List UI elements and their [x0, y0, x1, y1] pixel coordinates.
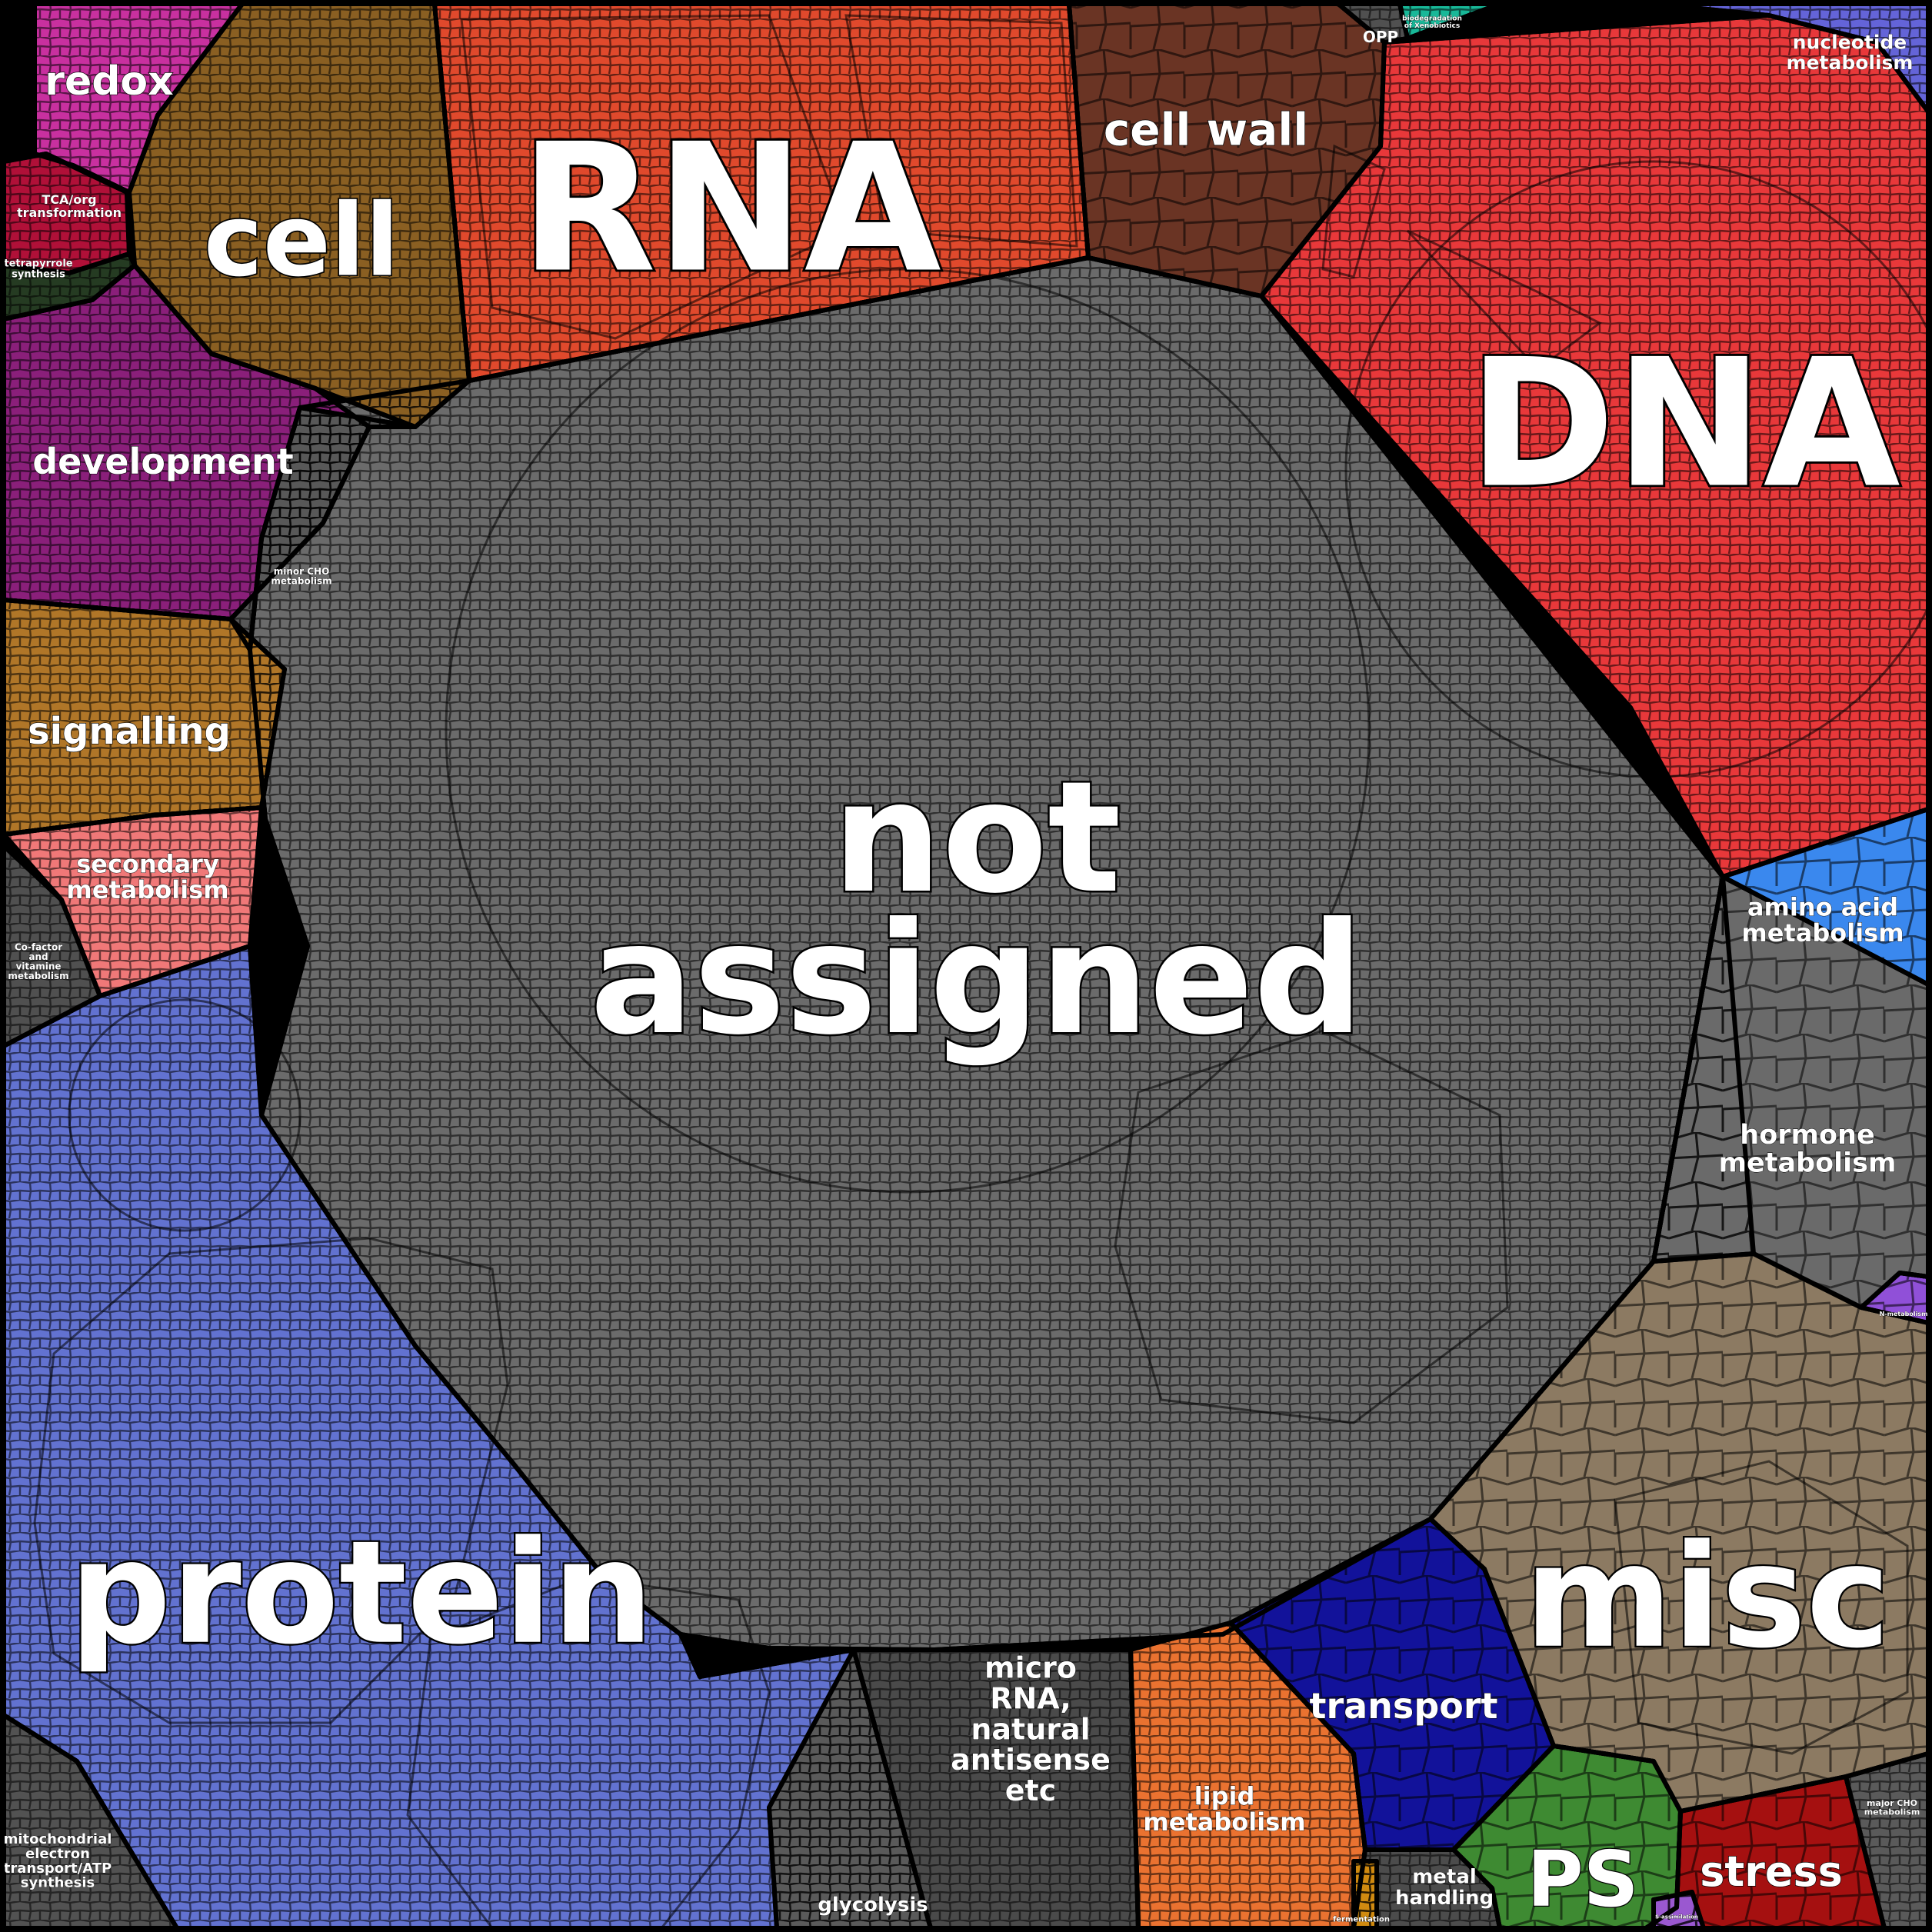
subcluster-outlines — [33, 14, 1932, 1930]
label-line: misc — [1524, 1514, 1890, 1680]
label-secondary-metabolism: secondary metabolism — [66, 849, 228, 904]
label-tca: TCA/org transformation — [17, 192, 122, 220]
label-misc: misc — [1524, 1514, 1890, 1680]
label-line: metabolism — [1719, 1148, 1897, 1179]
label-signalling: signalling — [28, 710, 231, 753]
label-rna: RNA — [520, 107, 941, 312]
label-line: major CHO — [1867, 1798, 1917, 1808]
label-line: assigned — [590, 890, 1364, 1069]
label-line: synthesis — [12, 268, 65, 280]
label-line: biodegradation — [1402, 15, 1462, 22]
label-line: cell wall — [1104, 103, 1308, 155]
label-cofactor: Co-factor and vitamine metabolism — [8, 941, 68, 981]
label-line: nucleotide — [1793, 32, 1907, 54]
label-line: PS — [1527, 1834, 1638, 1924]
label-transport: transport — [1309, 1685, 1497, 1727]
label-line: handling — [1395, 1887, 1494, 1910]
label-lipid-metabolism: lipid metabolism — [1143, 1781, 1305, 1837]
label-line: metabolism — [1143, 1807, 1305, 1837]
label-micro-rna: micro RNA, natural antisense etc — [951, 1651, 1111, 1808]
label-line: N-metabolism — [1880, 1311, 1928, 1317]
label-development: development — [32, 441, 293, 482]
label-biodegradation: biodegradation of Xenobiotics — [1402, 15, 1462, 30]
label-line: glycolysis — [818, 1894, 928, 1917]
label-line: stress — [1700, 1847, 1843, 1896]
label-line: metabolism — [1741, 918, 1904, 948]
label-line: vitamine — [15, 961, 61, 972]
label-metal-handling: metal handling — [1395, 1865, 1494, 1909]
label-line: RNA, — [990, 1681, 1071, 1715]
label-line: protein — [69, 1510, 654, 1676]
label-n-metabolism: N-metabolism — [1880, 1311, 1928, 1317]
label-line: metal — [1412, 1865, 1477, 1888]
label-line: of Xenobiotics — [1404, 22, 1460, 30]
label-line: amino acid — [1747, 892, 1898, 921]
label-hormone-metabolism: hormone metabolism — [1719, 1120, 1897, 1179]
label-line: synthesis — [21, 1875, 95, 1891]
label-line: OPP — [1363, 28, 1398, 46]
label-line: metabolism — [1787, 52, 1914, 74]
label-line: antisense — [951, 1743, 1111, 1777]
label-line: DNA — [1468, 322, 1900, 528]
label-not-assigned: not assigned — [590, 748, 1364, 1069]
label-line: metabolism — [271, 576, 331, 587]
label-stress: stress — [1700, 1847, 1843, 1896]
label-line: secondary — [76, 849, 219, 878]
label-line: lipid — [1194, 1781, 1255, 1810]
label-line: natural — [971, 1712, 1090, 1746]
label-dna: DNA — [1468, 322, 1900, 528]
label-line: metabolism — [66, 875, 228, 904]
label-cell: cell — [204, 182, 399, 299]
label-line: electron — [25, 1846, 90, 1862]
label-mitochondrial: mitochondrial electron transport/ATP synthe… — [4, 1831, 112, 1891]
label-opp: OPP — [1363, 28, 1398, 46]
label-line: signalling — [28, 710, 231, 753]
label-amino-acid-metabolism: amino acid metabolism — [1741, 892, 1904, 948]
label-cell-wall: cell wall — [1104, 103, 1308, 155]
label-line: etc — [1005, 1774, 1056, 1807]
label-line: not — [832, 748, 1121, 928]
label-line: micro — [984, 1651, 1077, 1685]
label-fermentation: fermentation — [1333, 1916, 1390, 1924]
label-line: minor CHO — [274, 566, 330, 577]
label-tetrapyrrole: tetrapyrrole synthesis — [4, 258, 72, 281]
label-line: metabolism — [1864, 1807, 1920, 1817]
label-line: RNA — [520, 107, 941, 312]
label-nucleotide-metabolism: nucleotide metabolism — [1787, 32, 1914, 74]
label-glycolysis: glycolysis — [818, 1894, 928, 1917]
label-line: Co-factor — [15, 941, 62, 952]
label-minor-cho: minor CHO metabolism — [271, 566, 331, 587]
label-line: cell — [204, 182, 399, 299]
label-line: and — [28, 951, 48, 962]
label-line: redox — [45, 58, 173, 105]
label-redox: redox — [45, 58, 173, 105]
label-line: transport/ATP — [4, 1860, 112, 1877]
label-line: tetrapyrrole — [4, 258, 72, 270]
label-line: metabolism — [8, 971, 68, 981]
label-line: hormone — [1740, 1120, 1874, 1151]
label-line: S-assimilation — [1655, 1914, 1698, 1920]
label-protein: protein — [69, 1510, 654, 1676]
label-line: fermentation — [1333, 1916, 1390, 1924]
label-line: transformation — [17, 205, 122, 220]
label-line: mitochondrial — [4, 1831, 112, 1847]
label-line: transport — [1309, 1685, 1497, 1727]
label-line: development — [32, 441, 293, 482]
label-line: TCA/org — [42, 192, 96, 207]
label-s-assimilation: S-assimilation — [1655, 1914, 1698, 1920]
label-major-cho: major CHO metabolism — [1864, 1798, 1920, 1817]
label-ps: PS — [1527, 1834, 1638, 1924]
